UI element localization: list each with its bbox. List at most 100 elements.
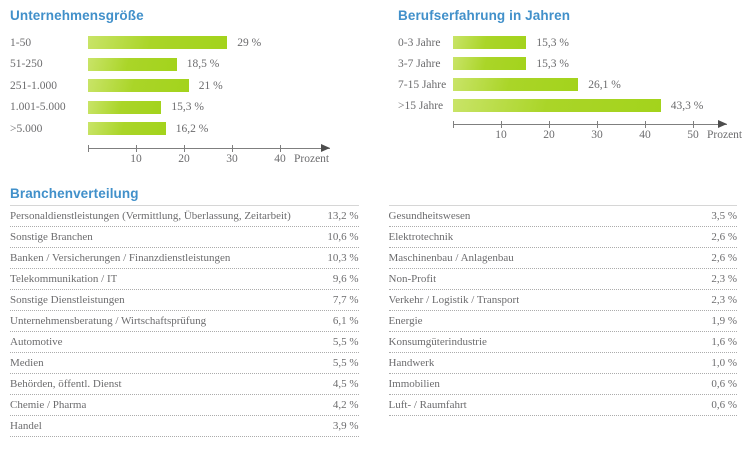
axis-line xyxy=(88,147,330,149)
industry-label: Handwerk xyxy=(388,357,435,369)
axis-tick-label: 30 xyxy=(591,129,603,141)
industry-label: Personaldienstleistungen (Vermittlung, Ü… xyxy=(10,210,291,222)
industry-value: 2,3 % xyxy=(711,294,737,306)
axis-tick xyxy=(280,144,281,152)
axis-arrow-icon xyxy=(718,120,727,128)
table-row: Sonstige Branchen 10,6 % xyxy=(10,227,359,248)
table-row: Handwerk 1,0 % xyxy=(388,353,737,374)
industry-value: 9,6 % xyxy=(332,273,359,285)
industry-distribution-title: Branchenverteilung xyxy=(10,186,139,201)
table-row: Chemie / Pharma 4,2 % xyxy=(10,395,359,416)
axis-tick-label: 40 xyxy=(274,152,286,165)
industry-value: 2,3 % xyxy=(711,273,737,285)
bar-value-label: 43,3 % xyxy=(670,99,704,112)
bar xyxy=(88,36,228,50)
chart-row: 1-50 29 % xyxy=(10,32,390,54)
category-label: 1.001-5.000 xyxy=(10,101,66,114)
industry-label: Sonstige Dienstleistungen xyxy=(10,294,125,306)
industry-table-column-left: Personaldienstleistungen (Vermittlung, Ü… xyxy=(10,205,359,437)
industry-value: 2,6 % xyxy=(711,252,737,264)
industry-value: 1,6 % xyxy=(711,336,737,348)
table-row: Behörden, öffentl. Dienst 4,5 % xyxy=(10,374,359,395)
table-row: Unternehmensberatung / Wirtschaftsprüfun… xyxy=(10,311,359,332)
category-label: 0-3 Jahre xyxy=(398,36,441,49)
industry-value: 13,2 % xyxy=(327,210,359,222)
industry-value: 1,0 % xyxy=(711,357,737,369)
axis-arrow-icon xyxy=(321,143,330,152)
chart-company-size-title: Unternehmensgröße xyxy=(10,8,144,23)
industry-label: Chemie / Pharma xyxy=(10,399,87,411)
axis-tick xyxy=(693,121,694,128)
axis-tick xyxy=(184,144,185,152)
category-label: 3-7 Jahre xyxy=(398,57,441,70)
axis-tick-label: 10 xyxy=(495,129,507,141)
bar-value-label: 16,2 % xyxy=(175,122,209,135)
industry-value: 1,9 % xyxy=(711,315,737,327)
bar-value-label: 26,1 % xyxy=(588,78,621,91)
axis-tick xyxy=(88,144,89,152)
industry-value: 10,3 % xyxy=(327,252,359,264)
bar xyxy=(453,57,527,70)
bar xyxy=(453,78,579,91)
industry-value: 4,2 % xyxy=(332,399,359,411)
table-row: Sonstige Dienstleistungen 7,7 % xyxy=(10,290,359,311)
table-row: Verkehr / Logistik / Transport 2,3 % xyxy=(388,290,737,311)
category-label: >15 Jahre xyxy=(398,99,444,112)
table-row: Energie 1,9 % xyxy=(388,311,737,332)
axis-tick-label: 30 xyxy=(226,152,238,165)
industry-value: 4,5 % xyxy=(332,378,359,390)
table-row: Maschinenbau / Anlagenbau 2,6 % xyxy=(388,248,737,269)
chart-row: 7-15 Jahre 26,1 % xyxy=(398,74,743,95)
industry-label: Automotive xyxy=(10,336,63,348)
axis-tick xyxy=(549,121,550,128)
industry-label: Unternehmensberatung / Wirtschaftsprüfun… xyxy=(10,315,207,327)
table-row: Immobilien 0,6 % xyxy=(388,374,737,395)
industry-label: Energie xyxy=(388,315,423,327)
table-row: Medien 5,5 % xyxy=(10,353,359,374)
table-row: Personaldienstleistungen (Vermittlung, Ü… xyxy=(10,206,359,227)
axis-unit-label: Prozent xyxy=(294,152,330,165)
axis-tick-label: 20 xyxy=(543,129,555,141)
industry-value: 5,5 % xyxy=(332,336,359,348)
table-row: Luft- / Raumfahrt 0,6 % xyxy=(388,395,737,416)
bar xyxy=(88,57,177,71)
axis-tick xyxy=(501,121,502,128)
axis-tick xyxy=(453,121,454,128)
industry-label: Non-Profit xyxy=(388,273,437,285)
chart-row: 251-1.000 21 % xyxy=(10,75,390,97)
chart-row: >5.000 16,2 % xyxy=(10,118,390,140)
bar xyxy=(453,99,661,112)
category-label: >5.000 xyxy=(10,122,43,135)
industry-distribution-section: Branchenverteilung Personaldienstleistun… xyxy=(10,186,737,437)
chart-experience-title: Berufserfahrung in Jahren xyxy=(398,8,571,23)
axis-tick-label: 50 xyxy=(687,129,699,141)
axis-tick xyxy=(645,121,646,128)
axis-line xyxy=(453,124,727,125)
table-row: Non-Profit 2,3 % xyxy=(388,269,737,290)
industry-value: 7,7 % xyxy=(332,294,359,306)
chart-row: >15 Jahre 43,3 % xyxy=(398,95,743,116)
axis-unit-label: Prozent xyxy=(707,129,743,141)
industry-label: Telekommunikation / IT xyxy=(10,273,118,285)
axis-tick-label: 20 xyxy=(178,152,190,165)
industry-value: 5,5 % xyxy=(332,357,359,369)
industry-label: Luft- / Raumfahrt xyxy=(388,399,467,411)
chart-experience: Berufserfahrung in Jahren 0-3 Jahre 15,3 … xyxy=(398,8,743,148)
industry-label: Verkehr / Logistik / Transport xyxy=(388,294,520,306)
industry-label: Elektrotechnik xyxy=(388,231,454,243)
table-row: Konsumgüterindustrie 1,6 % xyxy=(388,332,737,353)
axis-tick xyxy=(232,144,233,152)
industry-label: Banken / Versicherungen / Finanzdienstle… xyxy=(10,252,231,264)
bar-value-label: 18,5 % xyxy=(186,58,220,71)
bar xyxy=(88,100,162,114)
table-row: Banken / Versicherungen / Finanzdienstle… xyxy=(10,248,359,269)
axis-tick-label: 40 xyxy=(639,129,651,141)
industry-table: Personaldienstleistungen (Vermittlung, Ü… xyxy=(10,205,737,437)
category-label: 251-1.000 xyxy=(10,79,57,92)
industry-value: 10,6 % xyxy=(327,231,359,243)
industry-label: Handel xyxy=(10,420,42,432)
category-label: 7-15 Jahre xyxy=(398,78,447,91)
table-row: Automotive 5,5 % xyxy=(10,332,359,353)
industry-value: 6,1 % xyxy=(332,315,359,327)
industry-label: Behörden, öffentl. Dienst xyxy=(10,378,122,390)
